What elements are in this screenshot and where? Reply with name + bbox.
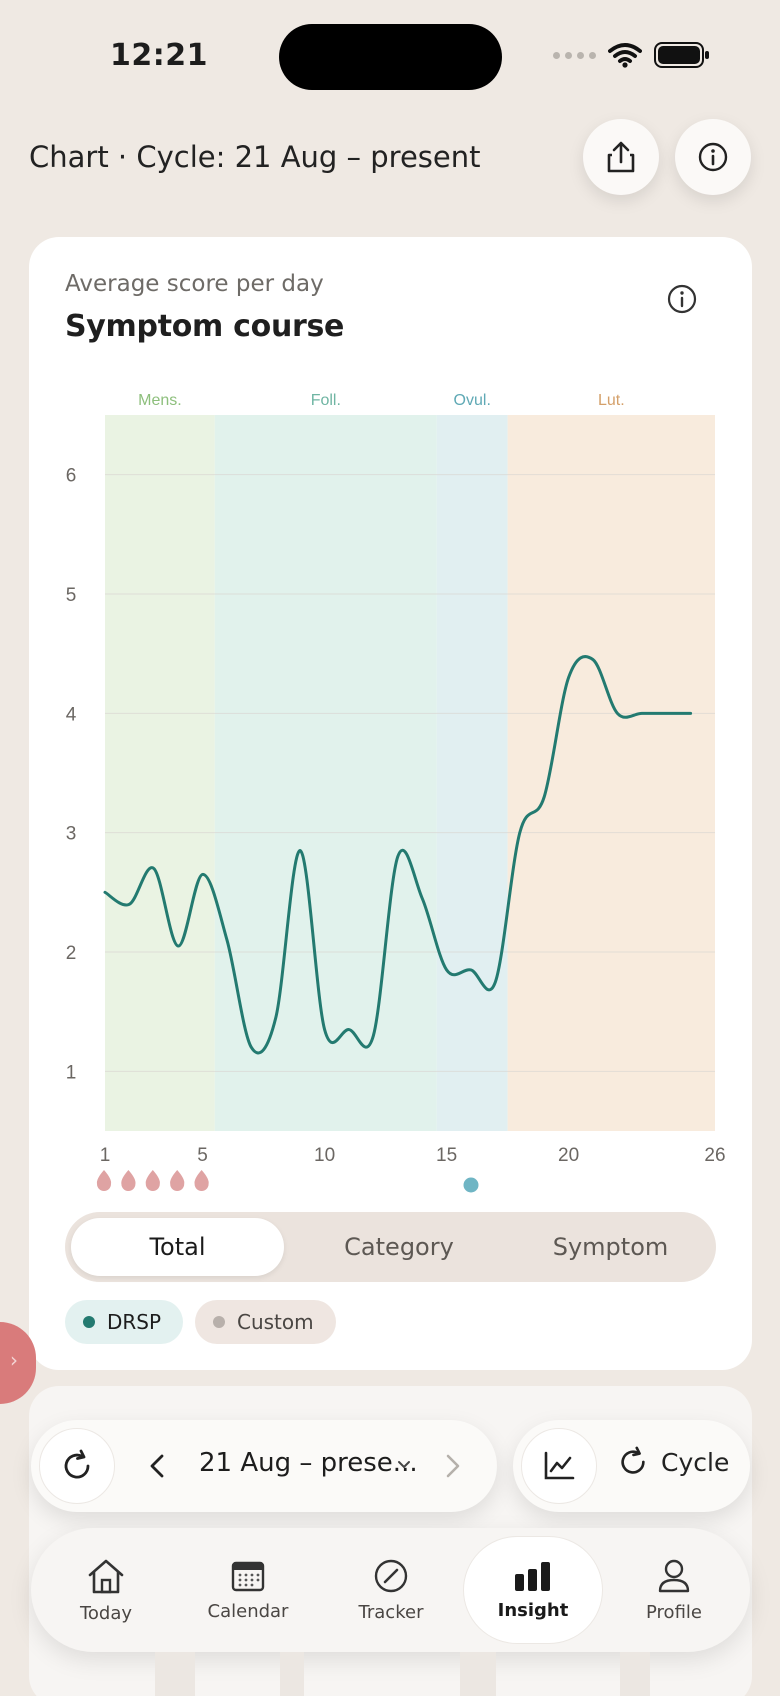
share-button[interactable] xyxy=(583,119,659,195)
phase-label: Ovul. xyxy=(454,392,491,409)
wifi-icon xyxy=(608,43,642,68)
page-title: Chart · Cycle: 21 Aug – present xyxy=(29,140,481,174)
tracker-icon xyxy=(374,1559,408,1592)
phase-label: Mens. xyxy=(138,392,182,409)
phase-band xyxy=(105,415,215,1131)
ovulation-marker xyxy=(463,1177,479,1193)
cellular-signal-icon xyxy=(553,51,596,59)
chip-drsp-dot xyxy=(83,1316,95,1328)
segment-symptom[interactable]: Symptom xyxy=(552,1233,669,1261)
tab-profile-label: Profile xyxy=(646,1601,702,1623)
chip-drsp-label: DRSP xyxy=(107,1310,162,1334)
chart-mode-pill: Cycle xyxy=(513,1420,750,1512)
cycle-toggle-button[interactable]: Cycle xyxy=(617,1446,729,1478)
line-chart-icon xyxy=(544,1451,575,1480)
x-tick-label: 26 xyxy=(704,1145,725,1166)
card-title: Symptom course xyxy=(65,309,345,344)
info-icon xyxy=(698,142,728,172)
segment-total[interactable]: Total xyxy=(71,1218,284,1276)
chip-drsp[interactable]: DRSP xyxy=(65,1300,184,1344)
info-button[interactable] xyxy=(675,119,751,195)
background-content xyxy=(155,1652,195,1696)
period-drop-marker xyxy=(96,1170,112,1191)
y-tick-label: 3 xyxy=(66,824,77,845)
background-content xyxy=(620,1652,650,1696)
chevron-right-disabled-icon[interactable] xyxy=(445,1453,461,1479)
tab-profile[interactable]: Profile xyxy=(609,1528,739,1652)
background-content xyxy=(460,1652,496,1696)
tab-insight-label: Insight xyxy=(497,1599,569,1621)
status-icons xyxy=(553,42,710,68)
x-tick-label: 5 xyxy=(197,1145,208,1166)
series-line xyxy=(103,655,693,1055)
bottom-tab-bar: Today Calendar Tracker Insight xyxy=(31,1528,750,1652)
battery-icon xyxy=(654,42,709,68)
phase-band xyxy=(214,415,437,1131)
share-icon xyxy=(607,141,635,173)
phase-band xyxy=(436,415,508,1131)
tab-insight[interactable]: Insight xyxy=(468,1528,598,1652)
cycle-range-pill: 21 Aug – prese... xyxy=(31,1420,497,1512)
symptom-course-card: Average score per day Symptom course Men… xyxy=(29,237,752,1370)
y-tick-label: 2 xyxy=(66,943,77,964)
cycle-refresh-icon xyxy=(621,1446,645,1474)
chip-custom-label: Custom xyxy=(237,1310,314,1334)
cycle-range-label[interactable]: 21 Aug – prese... xyxy=(199,1448,418,1478)
x-tick-label: 10 xyxy=(314,1145,335,1166)
chip-custom-dot xyxy=(213,1316,225,1328)
chevron-down-icon[interactable] xyxy=(397,1460,411,1470)
status-time: 12:21 xyxy=(110,38,208,73)
chart-type-button[interactable] xyxy=(521,1428,597,1504)
calendar-icon xyxy=(231,1561,265,1591)
tab-tracker-label: Tracker xyxy=(358,1601,424,1623)
profile-icon xyxy=(658,1559,690,1592)
x-tick-label: 20 xyxy=(558,1145,579,1166)
tab-calendar-label: Calendar xyxy=(207,1600,289,1622)
active-tab-highlight xyxy=(463,1536,603,1644)
home-icon xyxy=(88,1559,124,1593)
tab-tracker[interactable]: Tracker xyxy=(326,1528,456,1652)
phase-label: Foll. xyxy=(311,392,341,409)
y-tick-label: 5 xyxy=(66,585,77,606)
dynamic-island xyxy=(279,24,502,90)
x-tick-label: 15 xyxy=(436,1145,457,1166)
period-drop-marker xyxy=(145,1170,160,1191)
refresh-icon xyxy=(64,1449,90,1479)
tab-today[interactable]: Today xyxy=(41,1528,171,1652)
card-subtitle: Average score per day xyxy=(65,271,324,297)
y-tick-label: 6 xyxy=(66,466,77,487)
period-drop-marker xyxy=(121,1170,136,1191)
phase-band xyxy=(507,415,715,1131)
view-segmented-control: Total Category Symptom xyxy=(65,1212,716,1282)
tab-today-label: Today xyxy=(79,1602,133,1624)
tab-calendar[interactable]: Calendar xyxy=(183,1528,313,1652)
period-drop-marker xyxy=(170,1170,185,1191)
y-tick-label: 4 xyxy=(66,704,77,725)
chevron-left-icon[interactable] xyxy=(149,1453,165,1479)
cycle-label: Cycle xyxy=(661,1447,730,1477)
background-content xyxy=(280,1652,304,1696)
y-tick-label: 1 xyxy=(66,1062,77,1083)
period-drop-marker xyxy=(194,1170,209,1191)
chevron-right-icon: › xyxy=(10,1348,18,1372)
phase-label: Lut. xyxy=(598,392,625,409)
x-tick-label: 1 xyxy=(100,1145,111,1166)
chart-info-icon[interactable] xyxy=(666,283,698,315)
refresh-button[interactable] xyxy=(39,1428,115,1504)
chip-custom[interactable]: Custom xyxy=(195,1300,336,1344)
segment-category[interactable]: Category xyxy=(344,1233,454,1261)
insight-bars-icon xyxy=(515,1561,550,1591)
